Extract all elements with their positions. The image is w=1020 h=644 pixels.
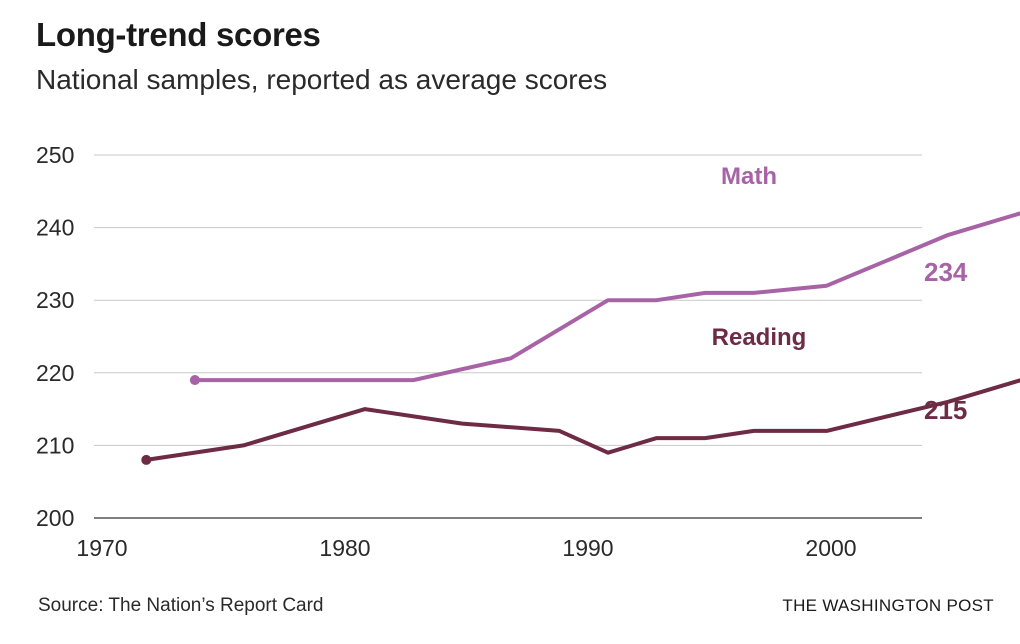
y-tick-label: 200 [36,505,74,531]
series-start-point-math [189,375,200,386]
chart-title: Long-trend scores [36,16,321,53]
y-tick-label: 240 [36,215,74,241]
series-line-math [192,211,1020,383]
x-axis: 1970198019902000201020202022 [76,535,856,561]
source-note: Source: The Nation’s Report Card [38,595,324,616]
chart-subtitle: National samples, reported as average sc… [36,64,608,95]
series-lines [141,211,1020,465]
x-tick-label: 1980 [319,535,370,561]
x-tick-label: 2000 [805,535,856,561]
y-tick-label: 230 [36,287,74,313]
y-tick-label: 250 [36,142,74,168]
y-axis: 200 210 220 230 240 250 [36,142,74,531]
series-labels: Math 234 Reading 215 [712,163,968,425]
y-tick-label: 210 [36,432,74,458]
series-end-value-label: 215 [924,395,967,425]
x-tick-label: 1990 [562,535,613,561]
publisher-credit: THE WASHINGTON POST [782,596,994,615]
grid-lines [94,154,922,519]
series-line-reading [144,378,1020,462]
x-tick-label: 1970 [76,535,127,561]
series-name-label: Reading [712,324,807,351]
series-start-point-reading [141,454,152,465]
series-name-label: Math [721,163,777,190]
series-end-value-label: 234 [924,257,968,287]
y-tick-label: 220 [36,360,74,386]
